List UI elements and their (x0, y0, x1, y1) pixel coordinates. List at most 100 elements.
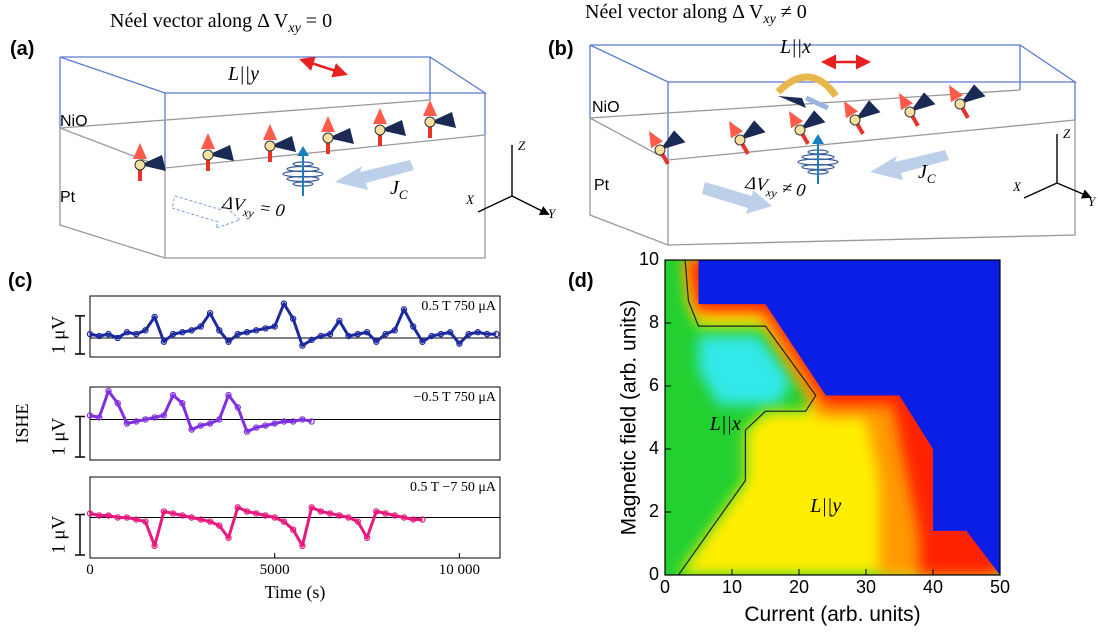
panel-label: (d) (568, 270, 594, 292)
data-point (114, 400, 121, 407)
data-point (345, 332, 352, 340)
data-point (142, 327, 149, 334)
series-line (89, 389, 312, 434)
neel-arrow (299, 56, 348, 78)
voltage-label: ΔVxy ≠ 0 (743, 172, 807, 204)
y-tick-label: 8 (649, 312, 659, 332)
title-sub: xy (287, 21, 301, 36)
title-rest: ≠ 0 (776, 1, 807, 23)
spin (722, 107, 772, 158)
data-point (308, 336, 315, 344)
data-point (243, 508, 251, 515)
layer-label: NiO (60, 113, 88, 130)
spin (942, 71, 992, 122)
data-point (169, 510, 177, 517)
data-point (271, 323, 278, 330)
plot-frame (664, 259, 1001, 576)
data-point (197, 323, 205, 330)
x-tick-label: 50 (990, 577, 1010, 597)
data-point (428, 332, 435, 340)
heatmap (665, 260, 1000, 575)
data-point (493, 330, 500, 338)
data-point (363, 329, 371, 336)
data-point (483, 330, 491, 338)
x-tick-label: 0 (660, 577, 670, 597)
voltage-arrow (702, 182, 772, 214)
data-point (179, 400, 186, 407)
data-point (400, 306, 408, 313)
data-point (280, 518, 288, 525)
data-point (289, 315, 297, 323)
data-point (105, 512, 112, 519)
x-tick-label: 30 (856, 577, 876, 597)
voltage-sub: xy (241, 205, 255, 221)
panel-title: Néel vector along Δ Vxy = 0 (110, 10, 332, 36)
data-point (465, 330, 472, 338)
data-point (409, 516, 417, 523)
data-point (234, 330, 241, 338)
data-point (188, 327, 195, 334)
box-lower (589, 89, 1076, 246)
voltage-text: ΔV (743, 172, 770, 195)
data-point (336, 512, 343, 519)
data-point (253, 424, 260, 431)
spin (320, 115, 355, 155)
y-tick-label: 10 (639, 249, 659, 269)
axis-x: X (1012, 179, 1022, 194)
x-axis-label: Time (s) (265, 582, 326, 603)
current-arrow (870, 150, 949, 180)
title-sub: xy (762, 12, 776, 27)
data-point (299, 542, 306, 550)
data-point (373, 508, 380, 515)
data-point (262, 325, 269, 332)
data-point (216, 522, 223, 529)
voltage-rest: = 0 (253, 197, 286, 221)
data-point (206, 518, 214, 525)
current-sub: C (399, 187, 408, 202)
annotation: −0.5 T 750 μA (413, 390, 496, 405)
data-point (308, 418, 315, 425)
data-point (225, 391, 232, 399)
data-point (188, 514, 195, 521)
x-tick-label: 10 000 (439, 562, 480, 578)
data-point (253, 327, 260, 334)
voltage-sub: xy (764, 185, 778, 201)
x-tick-label: 5000 (260, 562, 290, 578)
spin-rot-ghost (804, 95, 830, 111)
data-point (160, 338, 168, 345)
title-text: Néel vector along Δ V (585, 1, 764, 23)
data-point (225, 534, 232, 541)
scale-bar (75, 513, 85, 556)
box-edges (589, 45, 1076, 160)
data-point (336, 317, 343, 324)
data-point (299, 342, 306, 349)
spin (837, 87, 887, 138)
box-lower (59, 99, 486, 259)
data-point (280, 300, 288, 307)
data-point (382, 510, 389, 517)
phase-region (698, 335, 793, 405)
data-point (262, 512, 269, 519)
spin (422, 99, 457, 139)
rotation-arrow (775, 73, 839, 99)
data-point (197, 516, 205, 523)
scale-label: 1 μV (48, 417, 69, 455)
data-point (382, 330, 389, 338)
x-tick-label: 10 (722, 577, 742, 597)
data-point (96, 512, 103, 519)
data-point (86, 510, 94, 517)
data-point (280, 418, 288, 425)
data-point (262, 422, 269, 429)
data-point (105, 387, 112, 395)
neel-label: L||y (227, 63, 259, 85)
y-axis-label: Magnetic field (arb. units) (618, 300, 641, 536)
current-label: JC (918, 161, 936, 186)
data-point (409, 323, 417, 330)
data-point (132, 330, 140, 338)
data-point (179, 329, 186, 336)
spin (200, 132, 235, 172)
data-point (197, 422, 205, 429)
annotation: 0.5 T −7 50 μA (410, 480, 497, 495)
axis-y: Y (1088, 194, 1097, 209)
